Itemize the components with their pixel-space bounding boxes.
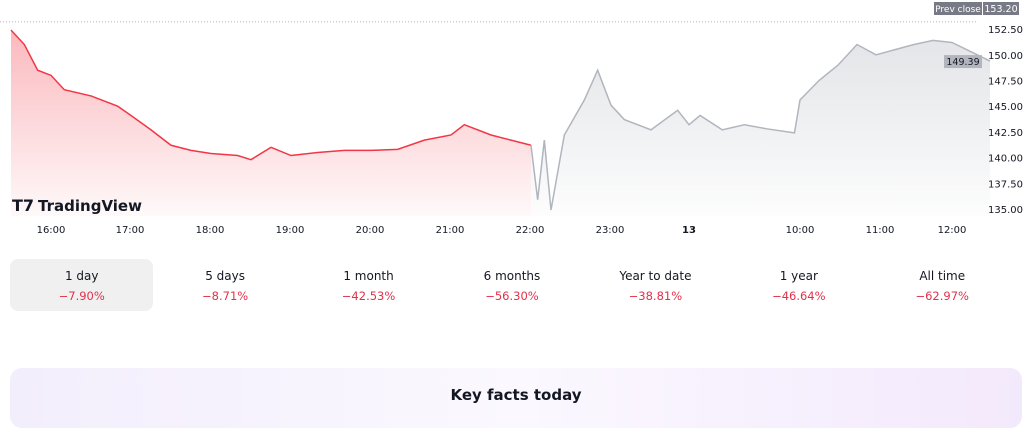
tab-1-day[interactable]: 1 day −7.90% bbox=[10, 259, 154, 311]
y-tick-label: 137.50 bbox=[988, 179, 1023, 190]
key-facts-title: Key facts today bbox=[450, 386, 582, 404]
prev-close-label: Prev close bbox=[935, 5, 981, 15]
tab-label: 5 days bbox=[205, 269, 246, 283]
tab-1-month[interactable]: 1 month −42.53% bbox=[297, 259, 440, 311]
period-tabs: 1 day −7.90% 5 days −8.71% 1 month −42.53% 6 m… bbox=[10, 259, 1014, 311]
tab-change: −8.71% bbox=[202, 289, 249, 303]
tab-year-to-date[interactable]: Year to date −38.81% bbox=[584, 259, 727, 311]
price-chart[interactable]: 135.00 137.50 140.00 142.50 145.00 147.50 150.… bbox=[0, 0, 1024, 240]
tv-icon: 𝗧𝟳 bbox=[12, 196, 35, 215]
tradingview-logo: 𝗧𝟳 TradingView bbox=[12, 196, 142, 215]
x-tick-label: 11:00 bbox=[866, 225, 895, 236]
tab-change: −38.81% bbox=[628, 289, 683, 303]
x-tick-label: 23:00 bbox=[596, 225, 625, 236]
y-tick-label: 150.00 bbox=[988, 51, 1023, 62]
key-facts-panel: Key facts today bbox=[10, 368, 1022, 428]
y-tick-label: 145.00 bbox=[988, 102, 1023, 113]
tab-change: −62.97% bbox=[915, 289, 969, 303]
y-tick-label: 142.50 bbox=[988, 128, 1023, 139]
prev-close-value: 153.20 bbox=[984, 4, 1017, 15]
x-tick-label: 13 bbox=[682, 225, 696, 236]
series-line bbox=[10, 29, 532, 161]
tab-5-days[interactable]: 5 days −8.71% bbox=[153, 259, 296, 311]
x-tick-label: 21:00 bbox=[436, 225, 465, 236]
series-area bbox=[11, 30, 531, 216]
tab-change: −46.64% bbox=[772, 289, 826, 303]
tab-label: Year to date bbox=[619, 269, 692, 283]
tab-1-year[interactable]: 1 year −46.64% bbox=[727, 259, 870, 311]
x-tick-label: 17:00 bbox=[116, 225, 145, 236]
tab-label: All time bbox=[919, 269, 966, 283]
tab-6-months[interactable]: 6 months −56.30% bbox=[440, 259, 583, 311]
tab-change: −56.30% bbox=[485, 289, 539, 303]
x-tick-label: 16:00 bbox=[37, 225, 66, 236]
x-tick-label: 22:00 bbox=[516, 225, 545, 236]
tab-label: 1 month bbox=[343, 269, 394, 283]
y-tick-label: 152.50 bbox=[988, 25, 1023, 36]
x-tick-label: 19:00 bbox=[276, 225, 305, 236]
y-tick-label: 135.00 bbox=[988, 205, 1023, 216]
tab-label: 1 year bbox=[779, 269, 818, 283]
tab-change: −42.53% bbox=[341, 289, 396, 303]
series-line bbox=[530, 39, 991, 211]
tab-label: 1 day bbox=[64, 269, 99, 283]
tab-label: 6 months bbox=[483, 269, 541, 283]
last-price-badge bbox=[944, 55, 982, 69]
tab-change: −7.90% bbox=[58, 289, 105, 303]
y-tick-label: 147.50 bbox=[988, 77, 1023, 88]
y-tick-label: 140.00 bbox=[988, 154, 1023, 165]
x-tick-label: 10:00 bbox=[786, 225, 815, 236]
brand-text: TradingView bbox=[38, 196, 142, 215]
x-tick-label: 12:00 bbox=[938, 225, 967, 236]
last-price-value: 149.39 bbox=[946, 57, 979, 68]
prev-close-badge bbox=[934, 2, 982, 15]
x-tick-label: 18:00 bbox=[196, 225, 225, 236]
x-tick-label: 20:00 bbox=[356, 225, 385, 236]
tab-all-time[interactable]: All time −62.97% bbox=[871, 259, 1014, 311]
